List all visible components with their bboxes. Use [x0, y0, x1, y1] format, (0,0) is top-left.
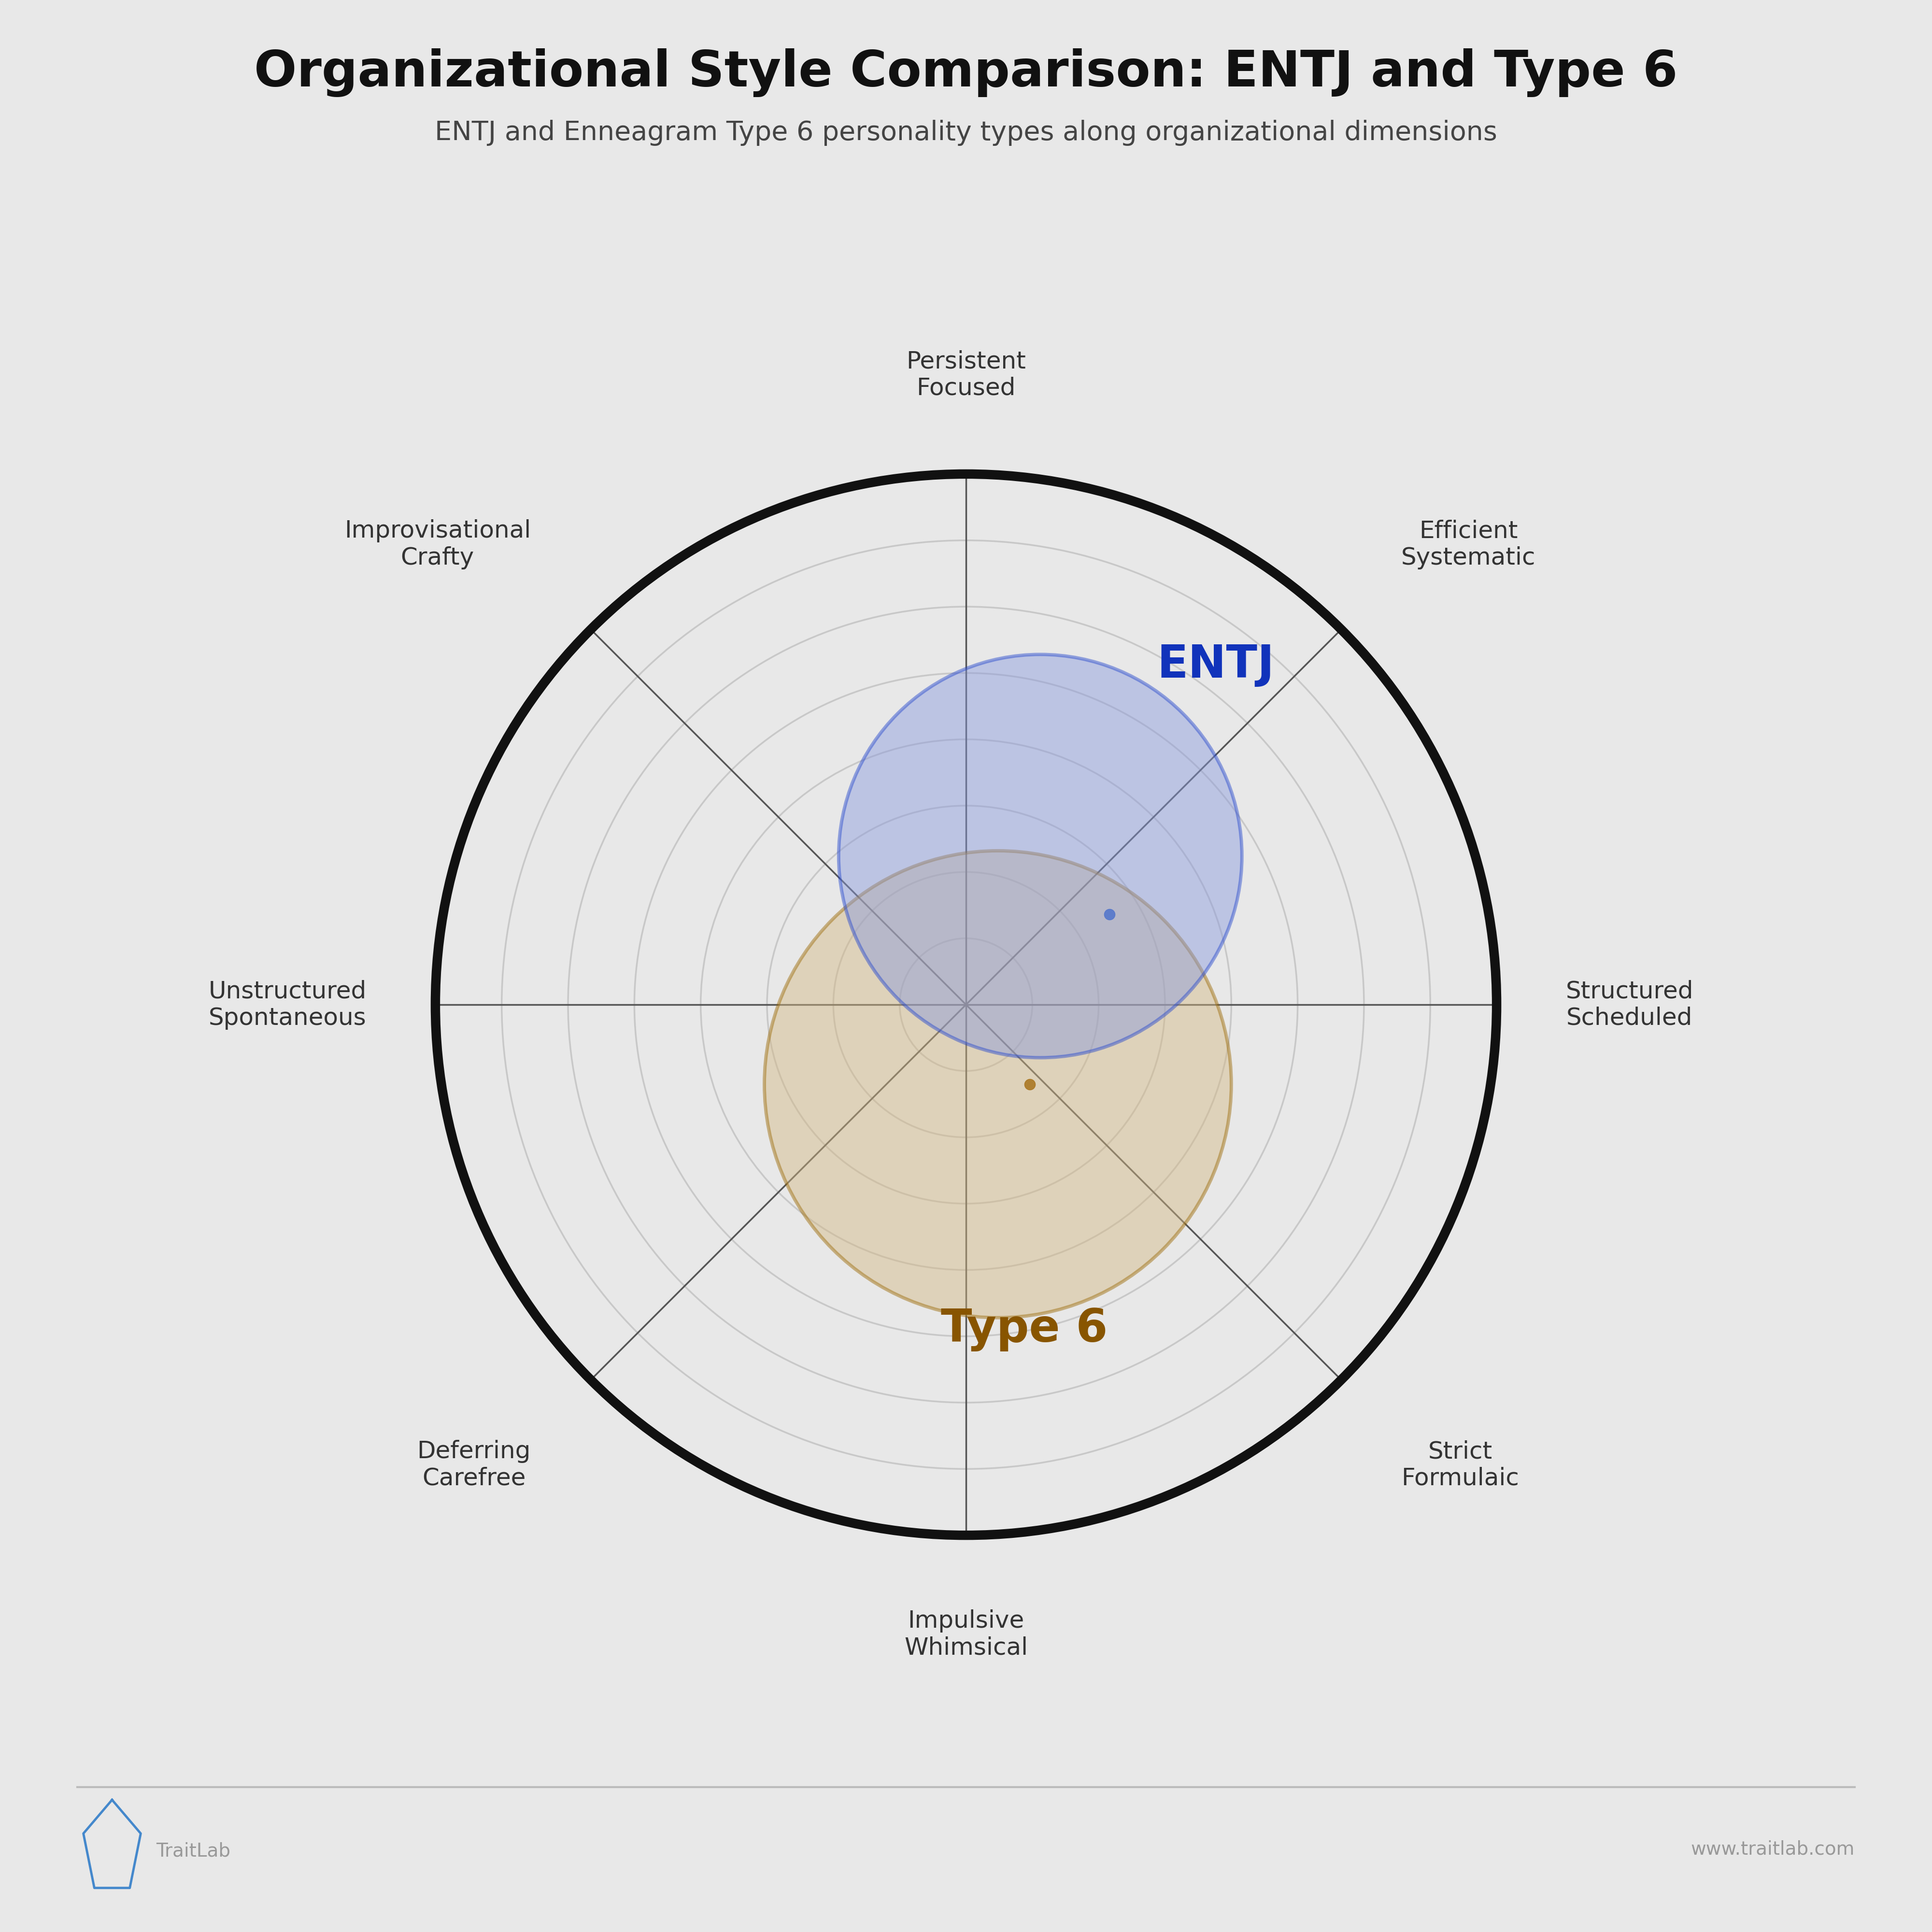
Text: Type 6: Type 6	[941, 1308, 1107, 1352]
Text: Persistent
Focused: Persistent Focused	[906, 350, 1026, 400]
Text: Improvisational
Crafty: Improvisational Crafty	[344, 520, 531, 570]
Text: Impulsive
Whimsical: Impulsive Whimsical	[904, 1609, 1028, 1660]
Text: Structured
Scheduled: Structured Scheduled	[1565, 980, 1692, 1030]
Text: Strict
Formulaic: Strict Formulaic	[1401, 1439, 1519, 1490]
Text: ENTJ and Enneagram Type 6 personality types along organizational dimensions: ENTJ and Enneagram Type 6 personality ty…	[435, 120, 1497, 147]
Text: ENTJ: ENTJ	[1157, 643, 1275, 688]
Text: Organizational Style Comparison: ENTJ and Type 6: Organizational Style Comparison: ENTJ an…	[255, 48, 1677, 97]
Circle shape	[765, 850, 1231, 1318]
Text: www.traitlab.com: www.traitlab.com	[1690, 1839, 1855, 1859]
Text: Unstructured
Spontaneous: Unstructured Spontaneous	[209, 980, 367, 1030]
Text: Deferring
Carefree: Deferring Carefree	[417, 1439, 531, 1490]
Circle shape	[838, 655, 1242, 1057]
Text: Efficient
Systematic: Efficient Systematic	[1401, 520, 1536, 570]
Text: TraitLab: TraitLab	[156, 1841, 230, 1861]
